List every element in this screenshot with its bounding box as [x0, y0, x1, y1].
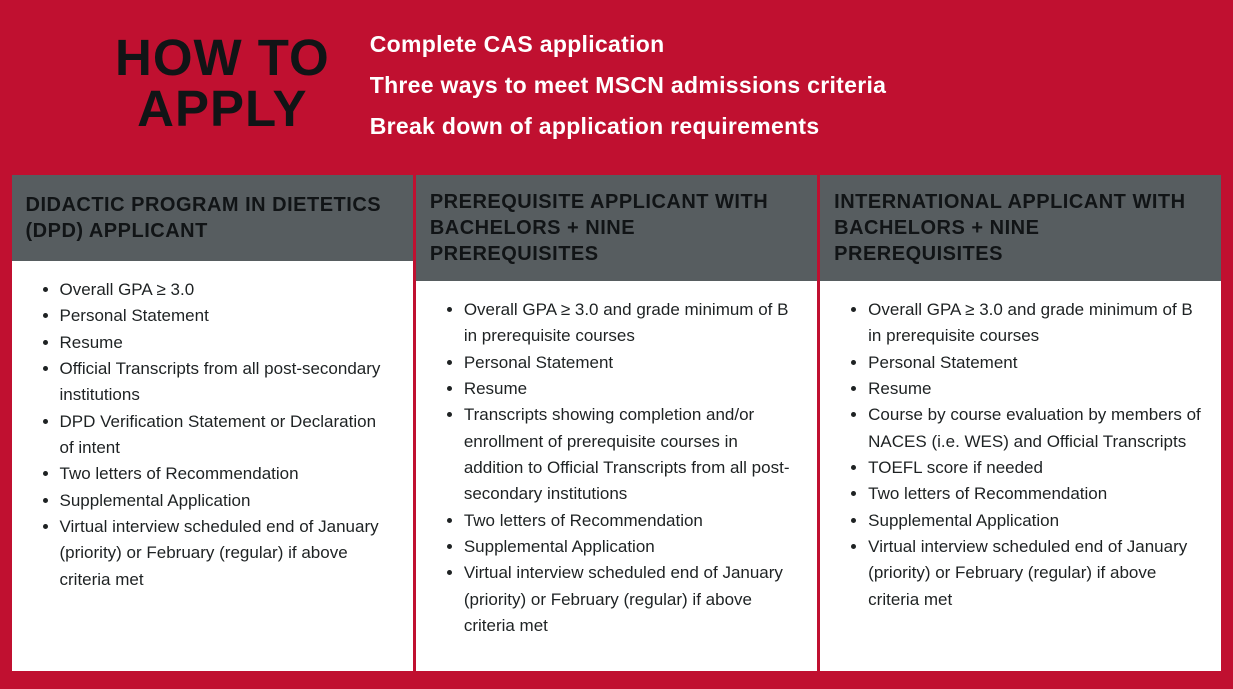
column-body: Overall GPA ≥ 3.0 and grade minimum of B… [416, 281, 817, 671]
list-item: Two letters of Recommendation [464, 508, 797, 534]
list-item: TOEFL score if needed [868, 455, 1201, 481]
subtitle-item: Complete CAS application [370, 31, 887, 58]
column-dpd: DIDACTIC PROGRAM IN DIETETICS (DPD) APPL… [12, 175, 413, 671]
list-item: Personal Statement [464, 350, 797, 376]
requirement-list: Overall GPA ≥ 3.0 Personal Statement Res… [32, 277, 393, 593]
column-header: INTERNATIONAL APPLICANT WITH BACHELORS +… [820, 175, 1221, 281]
list-item: Resume [60, 330, 393, 356]
divider-strip [0, 165, 1233, 175]
subtitle-list: Complete CAS application Three ways to m… [370, 25, 887, 140]
page: HOW TO APPLY Complete CAS application Th… [0, 0, 1233, 689]
list-item: Supplemental Application [868, 508, 1201, 534]
requirement-list: Overall GPA ≥ 3.0 and grade minimum of B… [436, 297, 797, 639]
column-title: PREREQUISITE APPLICANT WITH BACHELORS + … [430, 189, 803, 267]
list-item: Virtual interview scheduled end of Janua… [60, 514, 393, 593]
list-item: Overall GPA ≥ 3.0 and grade minimum of B… [464, 297, 797, 350]
header: HOW TO APPLY Complete CAS application Th… [0, 0, 1233, 165]
column-international: INTERNATIONAL APPLICANT WITH BACHELORS +… [820, 175, 1221, 671]
title-line-1: HOW TO [115, 32, 330, 83]
list-item: Overall GPA ≥ 3.0 and grade minimum of B… [868, 297, 1201, 350]
list-item: Resume [464, 376, 797, 402]
columns-container: DIDACTIC PROGRAM IN DIETETICS (DPD) APPL… [0, 175, 1233, 671]
list-item: Personal Statement [868, 350, 1201, 376]
list-item: Official Transcripts from all post-secon… [60, 356, 393, 409]
list-item: Resume [868, 376, 1201, 402]
list-item: Transcripts showing completion and/or en… [464, 402, 797, 507]
column-title: DIDACTIC PROGRAM IN DIETETICS (DPD) APPL… [26, 192, 399, 244]
column-header: PREREQUISITE APPLICANT WITH BACHELORS + … [416, 175, 817, 281]
list-item: Virtual interview scheduled end of Janua… [464, 560, 797, 639]
list-item: Supplemental Application [464, 534, 797, 560]
list-item: Course by course evaluation by members o… [868, 402, 1201, 455]
list-item: Two letters of Recommendation [868, 481, 1201, 507]
list-item: Virtual interview scheduled end of Janua… [868, 534, 1201, 613]
column-body: Overall GPA ≥ 3.0 Personal Statement Res… [12, 261, 413, 671]
column-title: INTERNATIONAL APPLICANT WITH BACHELORS +… [834, 189, 1207, 267]
list-item: DPD Verification Statement or Declaratio… [60, 409, 393, 462]
column-prerequisite: PREREQUISITE APPLICANT WITH BACHELORS + … [416, 175, 817, 671]
page-title: HOW TO APPLY [115, 32, 330, 134]
title-line-2: APPLY [115, 83, 330, 134]
requirement-list: Overall GPA ≥ 3.0 and grade minimum of B… [840, 297, 1201, 613]
list-item: Personal Statement [60, 303, 393, 329]
subtitle-item: Three ways to meet MSCN admissions crite… [370, 72, 887, 99]
footer-strip [0, 671, 1233, 689]
list-item: Overall GPA ≥ 3.0 [60, 277, 393, 303]
list-item: Supplemental Application [60, 488, 393, 514]
subtitle-item: Break down of application requirements [370, 113, 887, 140]
column-body: Overall GPA ≥ 3.0 and grade minimum of B… [820, 281, 1221, 671]
column-header: DIDACTIC PROGRAM IN DIETETICS (DPD) APPL… [12, 175, 413, 261]
list-item: Two letters of Recommendation [60, 461, 393, 487]
